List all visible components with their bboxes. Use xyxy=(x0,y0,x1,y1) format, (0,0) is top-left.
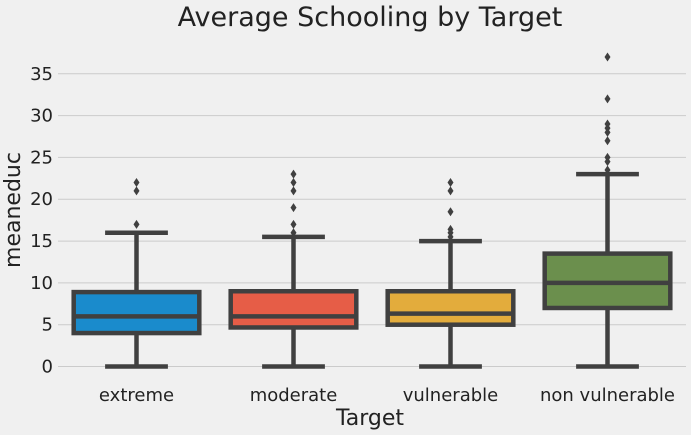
outlier-point xyxy=(604,152,611,162)
outlier-point xyxy=(604,52,611,62)
y-tick-label-30: 30 xyxy=(30,106,53,127)
x-tick-label-0: extreme xyxy=(99,385,174,406)
outlier-point xyxy=(604,136,611,146)
x-tick-label-2: vulnerable xyxy=(403,385,498,406)
y-axis-ticks: 0 5 10 15 20 25 30 35 xyxy=(30,64,53,378)
y-tick-label-0: 0 xyxy=(42,357,53,378)
outlier-point xyxy=(447,178,454,188)
outlier-point xyxy=(290,203,297,213)
outlier-point xyxy=(290,169,297,179)
outlier-point xyxy=(447,186,454,196)
y-tick-label-25: 25 xyxy=(30,147,53,168)
box-group-0 xyxy=(71,178,202,369)
outlier-point xyxy=(447,207,454,217)
x-tick-label-1: moderate xyxy=(250,385,338,406)
box-group-2 xyxy=(385,178,516,369)
x-tick-label-3: non vulnerable xyxy=(540,385,675,406)
box-group-3 xyxy=(542,52,673,369)
outlier-point xyxy=(604,165,611,175)
y-tick-label-10: 10 xyxy=(30,273,53,294)
box-iqr xyxy=(71,289,202,336)
y-tick-label-35: 35 xyxy=(30,64,53,85)
x-axis-label: Target xyxy=(335,406,404,431)
outlier-point xyxy=(604,94,611,104)
x-axis-ticks: extreme moderate vulnerable non vulnerable xyxy=(99,385,675,406)
outlier-point xyxy=(133,186,140,196)
y-tick-label-15: 15 xyxy=(30,231,53,252)
box-group-1 xyxy=(228,169,359,369)
box-iqr xyxy=(385,288,516,327)
outlier-point xyxy=(604,119,611,129)
outlier-point xyxy=(290,186,297,196)
outlier-point xyxy=(133,178,140,188)
box-iqr xyxy=(228,288,359,330)
y-tick-label-5: 5 xyxy=(42,315,53,336)
outlier-point xyxy=(290,228,297,238)
outlier-point xyxy=(290,178,297,188)
outlier-point xyxy=(290,219,297,229)
y-axis-label: meaneduc xyxy=(1,152,26,268)
outlier-point xyxy=(447,224,454,234)
chart-title: Average Schooling by Target xyxy=(178,2,563,33)
box-series xyxy=(71,52,673,369)
y-tick-label-20: 20 xyxy=(30,189,53,210)
outlier-point xyxy=(133,219,140,229)
